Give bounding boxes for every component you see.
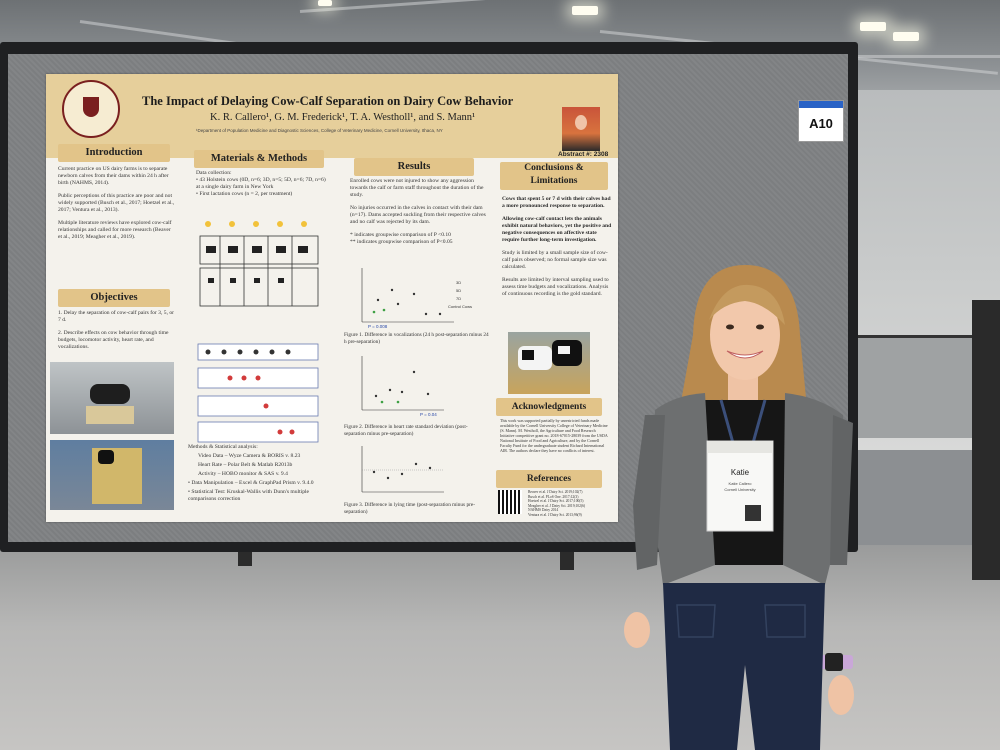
badge-line: Cornell University — [724, 487, 755, 492]
figure-3-caption: Figure 3. Difference in lying time (post… — [344, 502, 475, 515]
section-methods: Materials & Methods — [194, 150, 324, 168]
research-poster: The Impact of Delaying Cow-Calf Separati… — [46, 74, 618, 522]
badge-name: Katie — [731, 468, 750, 477]
booth-tag: A10 — [798, 100, 844, 142]
methods-statistics: Methods & Statistical analysis: Video Da… — [188, 444, 328, 503]
presenter-figure: Katie Katie Callero Cornell University — [624, 265, 854, 750]
methods-stat-line: Heart Rate – Polar Belt & Matlab R2013b — [198, 462, 293, 468]
legend-label: 5D — [456, 288, 461, 293]
reference-item: Hoetzel et al. J Dairy Sci. 2017;100(5) — [528, 499, 584, 504]
acknowledgments-text: This work was supported partially by unr… — [500, 418, 608, 453]
neighbor-board — [852, 335, 978, 438]
poster-authors: K. R. Callero¹, G. M. Frederick¹, T. A. … — [210, 112, 476, 123]
results-line: No injuries occurred in the calves in co… — [350, 205, 486, 225]
qr-code-icon — [498, 490, 522, 514]
conclusion-point: Allowing cow-calf contact lets the anima… — [502, 216, 612, 243]
objectives-text: 1. Delay the separation of cow-calf pair… — [58, 310, 176, 357]
section-acknowledgments: Acknowledgments — [496, 398, 602, 416]
methods-stat-line: • Data Manipulation – Excel & GraphPad P… — [188, 480, 314, 486]
section-introduction: Introduction — [58, 144, 170, 162]
board-leg-left — [238, 552, 252, 566]
reference-item: NAHMS Dairy 2014 — [528, 508, 559, 513]
references-text: Beaver et al. J Dairy Sci. 2019;102(7) B… — [528, 490, 614, 518]
conclusions-text: Cows that spent 5 or 7 d with their calv… — [502, 196, 612, 304]
conclusion-point: Cows that spent 5 or 7 d with their calv… — [502, 196, 611, 209]
results-line: ** indicates groupwise comparison of P<0… — [350, 239, 453, 245]
figure-2-caption: Figure 2. Difference in heart rate stand… — [344, 424, 468, 437]
methods-line: • 43 Holstein cows (0D, n=6; 3D, n=5; 5D… — [196, 177, 326, 190]
methods-stat-line: Activity – HOBO monitor & SAS v. 9.4 — [198, 471, 288, 477]
reference-item: Beaver et al. J Dairy Sci. 2019;102(7) — [528, 490, 583, 494]
intro-point: Multiple literature reviews have explore… — [58, 220, 172, 240]
conclusion-point: Results are limited by interval sampling… — [502, 277, 609, 297]
legend-label: Control Cows — [448, 304, 472, 309]
cow-calf-photo — [508, 332, 590, 394]
author-photo — [562, 107, 600, 151]
reference-item: Ventura et al. J Dairy Sci. 2013;96(9) — [528, 512, 582, 517]
figure-3-scatter — [361, 446, 444, 493]
legend-label: 7D — [456, 296, 461, 301]
results-line: Enrolled cows were not injured to show a… — [350, 178, 484, 198]
results-line: * indicates groupwise comparison of P <0… — [350, 232, 451, 238]
barn-layout-diagram — [199, 221, 319, 307]
methods-line: Data collection: — [196, 170, 232, 176]
methods-stat-line: • Statistical Test: Kruskal-Wallis with … — [188, 489, 310, 502]
section-references: References — [496, 470, 602, 488]
methods-stat-line: Methods & Statistical analysis: — [188, 444, 258, 450]
abstract-number: Abstract #: 2308 — [558, 151, 609, 158]
p-value-label: P = 0.008 — [368, 324, 388, 329]
poster-affiliation: ¹Department of Population Medicine and D… — [196, 128, 443, 133]
methods-stat-line: Video Data – Wyze Camera & BORIS v. 8.23 — [198, 453, 301, 459]
section-objectives: Objectives — [58, 289, 170, 307]
booth-tag-label: A10 — [809, 116, 833, 131]
figure-1-scatter: 3D 5D 7D Control Cows P = 0.008 — [361, 268, 472, 329]
poster-title: The Impact of Delaying Cow-Calf Separati… — [142, 94, 514, 108]
cornell-seal-icon — [62, 80, 120, 138]
section-conclusions: Conclusions & Limitations — [500, 162, 608, 190]
methods-line: • First lactation cows (n = 2, per treat… — [196, 191, 293, 197]
legend-label: 3D — [456, 280, 461, 285]
objective-point: 2. Describe effects on cow behavior thro… — [58, 330, 169, 350]
reference-item: Meagher et al. J Dairy Sci. 2019;102(6) — [528, 503, 586, 508]
methods-data-collection: Data collection: • 43 Holstein cows (0D,… — [196, 170, 331, 198]
pen-photo-top — [50, 362, 174, 434]
pen-photo-bottom — [50, 440, 174, 510]
figure-1-caption: Figure 1. Difference in vocalizations (2… — [344, 332, 489, 345]
section-results: Results — [354, 158, 474, 176]
board-leg-right — [560, 552, 574, 570]
treatment-timeline-diagram — [197, 343, 319, 443]
badge-line: Katie Callero — [729, 481, 753, 486]
p-value-label: P = 0.04 — [420, 412, 437, 417]
intro-point: Current practice on US dairy farms is to… — [58, 166, 169, 186]
conclusion-point: Study is limited by a small sample size … — [502, 250, 608, 270]
objective-point: 1. Delay the separation of cow-calf pair… — [58, 310, 175, 323]
results-text: Enrolled cows were not injured to show a… — [350, 178, 490, 246]
hall-floor — [0, 545, 1000, 750]
intro-point: Public perceptions of this practice are … — [58, 193, 175, 213]
neighbor-board-frame — [972, 300, 1000, 580]
introduction-text: Current practice on US dairy farms is to… — [58, 166, 176, 247]
figure-2-scatter: P = 0.04 — [361, 356, 444, 417]
reference-item: Busch et al. PLoS One. 2017;12(3) — [528, 494, 579, 499]
